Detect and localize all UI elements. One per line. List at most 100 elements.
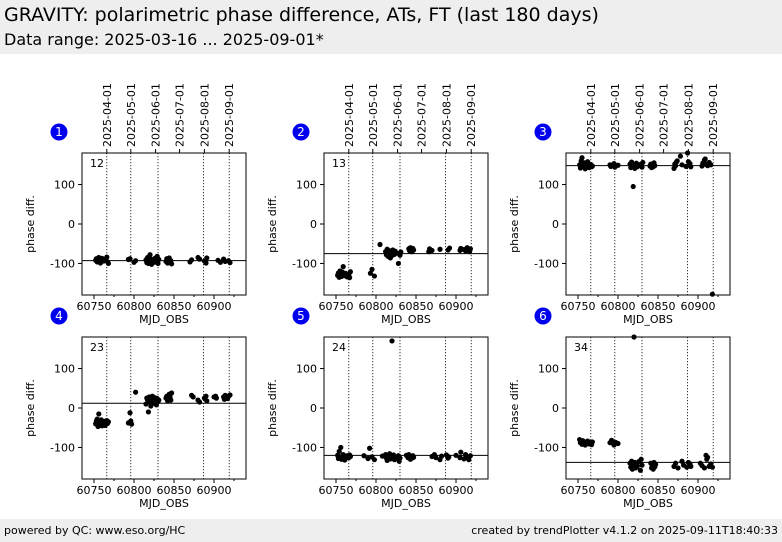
x-axis-label: MJD_OBS [381,497,431,510]
x-axis-label: MJD_OBS [139,497,189,510]
data-point [639,164,645,170]
data-point [145,409,151,415]
x-tick-label: 60800 [359,484,394,497]
x-tick-label: 60900 [681,300,716,313]
data-point [127,410,133,416]
data-point [609,437,615,443]
data-point [347,275,353,281]
data-point [675,465,681,471]
y-tick-label: 100 [54,179,75,192]
data-point [674,158,680,164]
y-axis-label: phase diff. [508,379,521,437]
data-point [439,453,445,459]
date-tick-label: 2025-04-01 [585,83,598,147]
date-tick-label: 2025-07-01 [658,83,671,147]
y-tick-label: -100 [534,441,559,454]
x-tick-label: 60800 [359,300,394,313]
date-tick-label: 2025-07-01 [416,83,429,147]
date-tick-label: 2025-09-01 [223,83,236,147]
data-point [679,458,685,464]
data-point [429,247,435,254]
y-tick-label: 0 [552,218,559,231]
data-point [702,156,708,162]
date-tick-label: 2025-05-01 [367,83,380,147]
data-point [673,460,679,466]
data-point [447,245,453,251]
data-point [147,252,153,258]
date-tick-label: 2025-04-01 [101,83,114,147]
y-tick-label: 100 [538,179,559,192]
data-point [365,455,371,462]
y-tick-label: -100 [292,441,317,454]
data-point [340,264,346,270]
data-point [127,256,133,262]
data-point [615,440,621,447]
data-point [367,270,373,276]
data-point [453,452,459,458]
data-point [367,445,373,451]
date-tick-label: 2025-05-01 [125,83,138,147]
data-point [467,453,473,459]
x-tick-label: 60750 [319,484,354,497]
data-point [411,454,417,460]
data-point [684,464,690,470]
x-axis-label: MJD_OBS [139,313,189,326]
x-tick-label: 60750 [319,300,354,313]
data-point [640,159,646,166]
data-point [701,465,708,471]
data-point [213,395,219,401]
page-title: GRAVITY: polarimetric phase difference, … [4,4,599,26]
panel-badge-number: 4 [55,309,63,323]
x-tick-label: 60800 [117,484,152,497]
data-point [653,461,659,468]
plot-panel-6: 60750 60800 60850 60900-1000100MJD_OBSphase… [508,307,731,510]
data-point [168,397,174,403]
data-point [105,419,111,425]
data-point [143,401,149,407]
date-tick-label: 2025-08-01 [198,83,211,147]
x-tick-label: 60750 [77,300,112,313]
x-tick-label: 60900 [681,484,716,497]
x-tick-label: 60850 [641,300,676,313]
data-point [398,249,404,255]
x-tick-label: 60850 [157,484,192,497]
data-point [227,392,233,398]
data-point [203,393,209,399]
panel-badge [534,307,552,325]
data-point [688,463,694,469]
data-point [615,162,621,168]
panel-id-label: 12 [90,157,104,170]
panel-badge-number: 2 [297,125,305,139]
date-tick-label: 2025-04-01 [343,83,356,147]
data-point [369,266,375,272]
data-point [437,246,443,252]
data-point [204,255,210,261]
panel-badge [292,307,310,325]
data-point [203,260,209,266]
panel-badge-number: 5 [297,309,305,323]
x-tick-label: 60750 [561,300,596,313]
panel-badge [50,307,68,325]
panel-badge [292,123,310,141]
data-point [652,163,658,169]
y-tick-label: 0 [68,218,75,231]
date-tick-label: 2025-08-01 [440,83,453,147]
data-point [467,246,473,252]
x-tick-label: 60900 [197,484,232,497]
y-axis-label: phase diff. [24,379,37,437]
plot-panel-1: 60750 60800 60850 60900 -100 0 100 MJD_OBS phase… [24,83,247,326]
panel-id-label: 34 [574,341,588,354]
data-point [639,462,645,468]
page-footer: powered by QC: www.eso.org/HC created by… [0,519,782,542]
data-point [338,444,344,451]
y-axis-label: phase diff. [24,195,37,253]
x-tick-label: 60800 [601,484,636,497]
x-tick-label: 60800 [601,300,636,313]
date-tick-label: 2025-05-01 [609,83,622,147]
x-axis-label: MJD_OBS [623,313,673,326]
data-point [129,421,135,427]
data-point [458,449,464,455]
data-point [709,464,716,470]
data-point [227,260,233,266]
date-tick-label: 2025-09-01 [707,83,720,147]
